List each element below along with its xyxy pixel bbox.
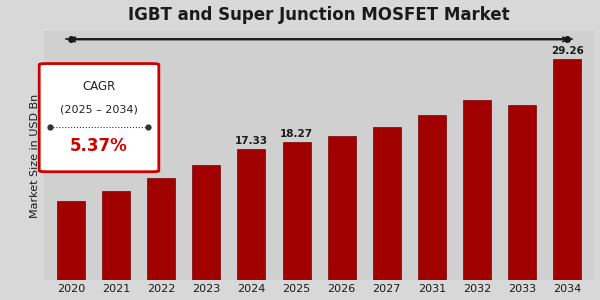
- Bar: [418, 116, 446, 280]
- Text: (2025 – 2034): (2025 – 2034): [60, 104, 138, 114]
- Text: 18.27: 18.27: [280, 129, 313, 139]
- Y-axis label: Market Size in USD Bn: Market Size in USD Bn: [29, 93, 40, 218]
- Bar: [553, 59, 581, 280]
- Bar: [57, 201, 85, 280]
- Bar: [508, 105, 536, 280]
- Text: 5.37%: 5.37%: [70, 137, 128, 155]
- Bar: [147, 178, 175, 280]
- Text: 29.26: 29.26: [551, 46, 584, 56]
- Text: 17.33: 17.33: [235, 136, 268, 146]
- Bar: [192, 165, 220, 280]
- Bar: [102, 191, 130, 280]
- Bar: [373, 127, 401, 280]
- FancyBboxPatch shape: [39, 64, 159, 172]
- Bar: [283, 142, 311, 280]
- Bar: [328, 136, 356, 280]
- Text: CAGR: CAGR: [82, 80, 116, 93]
- Title: IGBT and Super Junction MOSFET Market: IGBT and Super Junction MOSFET Market: [128, 6, 510, 24]
- Bar: [238, 149, 265, 280]
- Bar: [463, 100, 491, 280]
